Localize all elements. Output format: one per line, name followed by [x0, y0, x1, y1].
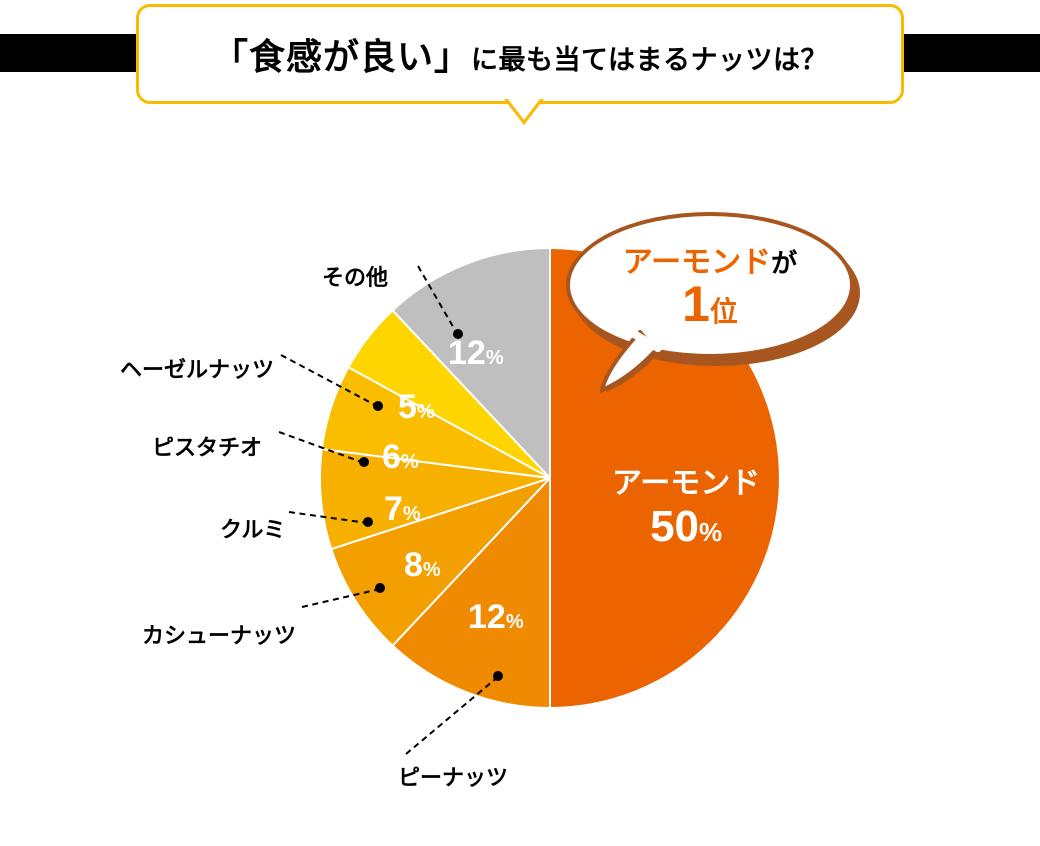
- slice-label-0: アーモンド50%: [612, 458, 760, 552]
- slice-pct-num: 12: [448, 334, 486, 372]
- speech-ga: が: [771, 248, 797, 278]
- speech-bubble-tail: [600, 330, 670, 400]
- speech-bubble: アーモンドが 1位: [566, 212, 862, 372]
- outside-label-2: カシューナッツ: [142, 618, 296, 650]
- slice-pct-sym: %: [401, 451, 419, 473]
- slice-label-4: 6%: [382, 438, 419, 477]
- slice-label-1: 12%: [468, 598, 524, 637]
- outside-label-5: ヘーゼルナッツ: [120, 352, 274, 384]
- slice-pct-sym: %: [417, 401, 435, 423]
- slice-name: アーモンド: [612, 458, 760, 502]
- slice-pct-num: 12: [468, 598, 506, 636]
- title-bubble-tail-inner: [508, 99, 540, 120]
- slice-label-6: 12%: [448, 334, 504, 373]
- slice-pct-num: 50: [650, 502, 699, 551]
- slice-pct-sym: %: [699, 517, 722, 547]
- slice-pct-num: 8: [404, 546, 423, 584]
- slice-pct-num: 5: [398, 388, 417, 426]
- slice-label-2: 8%: [404, 546, 441, 585]
- speech-rank-num: 1: [682, 276, 710, 332]
- slice-pct-sym: %: [486, 347, 504, 369]
- slice-pct-sym: %: [423, 559, 441, 581]
- title-rest: に最も当てはまるナッツは？: [471, 45, 828, 75]
- slice-pct-sym: %: [403, 503, 421, 525]
- speech-rank-suffix: 位: [710, 296, 738, 327]
- speech-line2: 1位: [682, 275, 738, 333]
- outside-label-4: ピスタチオ: [152, 430, 262, 462]
- title-strong: 「食感が良い」: [212, 36, 471, 77]
- outside-label-3: クルミ: [220, 512, 285, 544]
- slice-label-3: 7%: [384, 490, 421, 529]
- slice-pct-sym: %: [506, 611, 524, 633]
- slice-pct-num: 6: [382, 438, 401, 476]
- slice-label-5: 5%: [398, 388, 435, 427]
- outside-label-6: その他: [322, 260, 388, 292]
- title-bubble: 「食感が良い」に最も当てはまるナッツは？: [136, 4, 904, 104]
- slice-pct-num: 7: [384, 490, 403, 528]
- outside-label-1: ピーナッツ: [398, 760, 508, 792]
